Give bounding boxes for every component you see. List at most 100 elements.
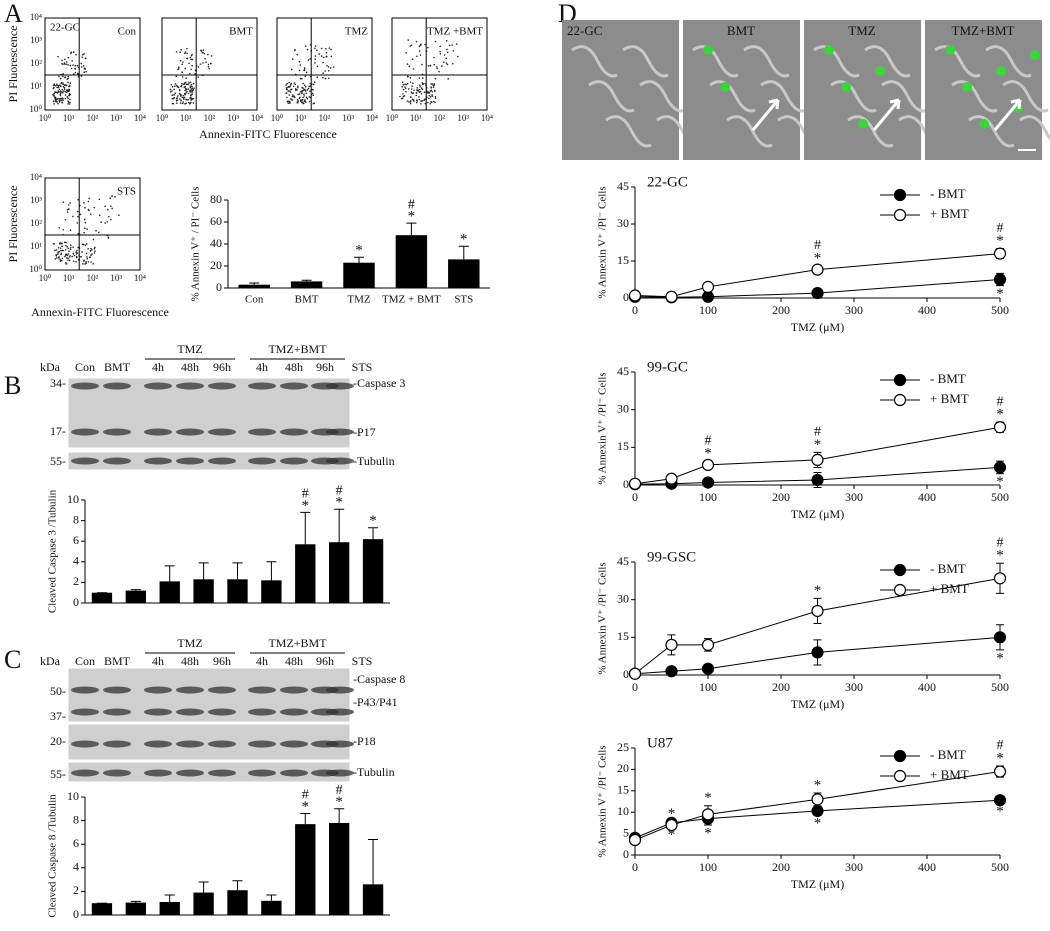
- cell-outline: [951, 80, 998, 113]
- cell-outline: [985, 45, 1032, 78]
- flow-dot: [67, 81, 69, 84]
- flow-y-tick: 10³: [30, 35, 42, 45]
- lane-label: 96h: [316, 360, 334, 374]
- flow-dot: [69, 202, 71, 204]
- blot-band: [208, 686, 236, 694]
- flow-dot: [410, 88, 413, 90]
- flow-dot: [83, 231, 85, 234]
- bar: [193, 892, 214, 915]
- flow-dot: [174, 85, 176, 87]
- kda-marker: 50-: [50, 684, 66, 698]
- image-label: BMT: [727, 23, 755, 38]
- flow-dot: [61, 99, 63, 101]
- flow-dot: [451, 44, 454, 46]
- error-bar: [130, 900, 141, 903]
- flow-dot: [303, 100, 306, 102]
- blot-band: [248, 428, 276, 436]
- band-label: -P43/P41: [353, 695, 398, 709]
- flow-dot: [408, 101, 410, 103]
- flow-dot: [416, 100, 418, 102]
- flow-dot: [410, 91, 413, 94]
- marker: [993, 273, 1007, 286]
- flow-dot: [420, 92, 423, 95]
- blot-band: [248, 740, 276, 748]
- flow-dot: [181, 102, 184, 105]
- flow-dot: [308, 85, 310, 88]
- error-bar: [334, 808, 345, 823]
- flow-dot: [328, 77, 330, 80]
- flow-dot: [207, 63, 210, 66]
- cell-outline: [692, 45, 739, 78]
- flow-dot: [76, 72, 79, 75]
- flow-dot: [415, 94, 418, 97]
- flow-dot: [169, 88, 172, 91]
- y-tick-label: 20: [617, 761, 629, 775]
- flow-dot: [183, 86, 186, 89]
- flow-dot: [67, 102, 69, 105]
- flow-dot: [181, 63, 183, 66]
- flow-dot: [186, 47, 188, 50]
- x-tick-label: 200: [772, 680, 790, 694]
- marker: [701, 280, 715, 293]
- flow-dot: [197, 76, 200, 78]
- flow-dot: [66, 89, 69, 91]
- panel-label: C: [4, 645, 21, 674]
- flow-dot: [52, 93, 54, 96]
- green-cell: [858, 119, 868, 129]
- flow-label: Con: [118, 26, 137, 38]
- significance: #: [336, 783, 343, 798]
- flow-plot: [161, 17, 258, 111]
- flow-dot: [286, 82, 289, 85]
- error-bar: [266, 894, 277, 901]
- flow-dot: [64, 218, 67, 221]
- flow-x-tick: 10¹: [63, 113, 75, 123]
- flow-dot: [174, 82, 177, 85]
- flow-dot: [171, 90, 173, 92]
- x-axis-label: TMZ (μM): [791, 320, 844, 334]
- flow-dot: [64, 76, 66, 79]
- flow-dot: [53, 243, 56, 245]
- band-label: -Caspase 8: [353, 672, 405, 686]
- y-axis-label: % Annexin V⁺ /PI⁻ Cells: [597, 745, 609, 857]
- flow-dot: [59, 98, 61, 100]
- flow-x-tick: 10³: [110, 273, 122, 283]
- y-tick-label: 15: [617, 439, 629, 453]
- flow-dot: [299, 100, 302, 103]
- flow-dot: [312, 94, 315, 97]
- flow-dot: [415, 40, 418, 43]
- cell-outline: [639, 80, 686, 113]
- y-tick-label: 15: [617, 783, 629, 797]
- flow-dot: [104, 205, 106, 208]
- flow-dot: [322, 56, 325, 59]
- flow-dot: [210, 55, 213, 57]
- significance: *: [355, 243, 363, 259]
- legend-label: + BMT: [930, 391, 969, 406]
- flow-dot: [306, 48, 309, 51]
- x-tick-label: 200: [772, 860, 790, 874]
- lane-label: BMT: [104, 654, 131, 668]
- flow-dot: [80, 62, 83, 65]
- flow-dot: [191, 58, 194, 61]
- flow-dot: [182, 83, 185, 86]
- flow-dot: [298, 60, 301, 63]
- marker: [811, 646, 824, 659]
- flow-dot: [87, 247, 89, 250]
- cell-outline: [881, 80, 928, 113]
- marker: [811, 473, 824, 487]
- flow-dot: [69, 101, 71, 104]
- significance: *: [335, 794, 343, 810]
- arrow: [993, 98, 1022, 131]
- flow-dot: [189, 90, 192, 93]
- flow-dot: [434, 77, 437, 80]
- band-label: -Tubulin: [353, 765, 395, 779]
- flow-dot: [60, 252, 63, 255]
- cell-outline: [760, 80, 807, 113]
- flow-dot: [84, 221, 87, 224]
- flow-dot: [75, 251, 77, 253]
- flow-dot: [83, 202, 85, 204]
- legend-marker: [893, 583, 907, 597]
- flow-dot: [87, 200, 90, 203]
- flow-dot: [289, 85, 292, 87]
- flow-dot: [440, 65, 443, 67]
- flow-dot: [207, 65, 210, 68]
